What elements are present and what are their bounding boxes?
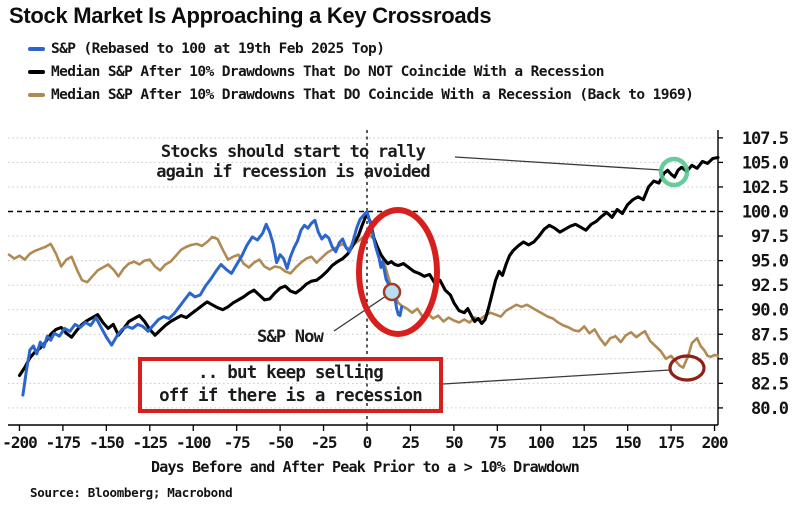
legend-label: Median S&P After 10% Drawdowns That Do N…: [51, 63, 604, 80]
legend-item-sp: S&P (Rebased to 100 at 19th Feb 2025 Top…: [28, 37, 693, 60]
x-tick-label: -25: [311, 433, 337, 452]
legend-swatch-tan: [28, 92, 45, 97]
x-tick-label: 150: [615, 433, 641, 452]
legend-swatch-black: [28, 69, 45, 74]
source-text: Source: Bloomberg; Macrobond: [30, 485, 233, 500]
recession-pointer-line: [442, 369, 671, 385]
annotation-recession-box: .. but keep selling off if there is a re…: [138, 357, 443, 413]
y-tick-label: 92.5: [751, 276, 789, 296]
x-tick-label: -125: [133, 433, 168, 452]
x-tick-label: 175: [658, 433, 684, 452]
x-tick-label: -50: [267, 433, 293, 452]
legend-item-no-recession: Median S&P After 10% Drawdowns That Do N…: [28, 60, 693, 83]
annotation-rally-line1: Stocks should start to rally: [160, 142, 426, 162]
x-tick-label: 0: [363, 433, 372, 452]
x-tick-label: 200: [702, 433, 728, 452]
series-line: [21, 210, 404, 397]
x-tick-label: -200: [2, 433, 37, 452]
sp-now-marker: [382, 282, 402, 302]
y-tick-label: 82.5: [751, 374, 789, 394]
chart-legend: S&P (Rebased to 100 at 19th Feb 2025 Top…: [28, 37, 694, 106]
rally-pointer-line: [454, 156, 662, 171]
annotation-rally-line2: again if recession is avoided: [156, 162, 430, 182]
legend-swatch-blue: [28, 46, 45, 51]
y-tick-label: 105.0: [742, 153, 789, 173]
y-tick-label: 100.0: [742, 203, 789, 223]
x-tick-label: -100: [176, 433, 211, 452]
y-tick-label: 87.5: [751, 325, 789, 345]
legend-label: S&P (Rebased to 100 at 19th Feb 2025 Top…: [51, 40, 385, 57]
series-line: [17, 155, 720, 378]
sp-now-pointer-line: [333, 295, 387, 332]
line-chart: -200 -175 -150 -125 -100 -75 -50 -25 0 25 50 75 100 1…: [2, 129, 790, 476]
x-tick-label: 50: [445, 433, 463, 452]
x-tick-label: 100: [528, 433, 554, 452]
y-tick-label: 97.5: [751, 227, 789, 247]
page-title: Stock Market Is Approaching a Key Crossr…: [9, 3, 492, 28]
annotation-recession-line1: .. but keep selling: [198, 363, 384, 383]
x-tick-label: 25: [402, 433, 420, 452]
y-tick-label: 90.0: [751, 301, 789, 321]
x-tick-label: -75: [224, 433, 250, 452]
dark-red-ellipse-highlight: [668, 354, 706, 382]
legend-item-recession: Median S&P After 10% Drawdowns That DO C…: [28, 83, 694, 106]
green-circle-highlight: [658, 156, 690, 188]
annotation-sp-now-label: S&P Now: [256, 327, 324, 347]
red-ellipse-highlight: [356, 207, 440, 337]
x-tick-label: -150: [89, 433, 124, 452]
legend-label: Median S&P After 10% Drawdowns That DO C…: [51, 86, 694, 103]
annotation-rally-text: Stocks should start to rally again if re…: [156, 142, 430, 182]
y-tick-label: 85.0: [751, 350, 789, 370]
x-tick-label: 125: [571, 433, 597, 452]
x-tick-label: 75: [489, 433, 507, 452]
annotation-recession-line2: off if there is a recession: [159, 386, 423, 406]
y-tick-label: 95.0: [751, 252, 789, 272]
x-axis-title: Days Before and After Peak Prior to a > …: [151, 458, 579, 476]
y-tick-label: 102.5: [742, 178, 789, 198]
y-tick-label: 107.5: [742, 129, 789, 149]
x-tick-label: -175: [46, 433, 81, 452]
y-tick-label: 80.0: [751, 399, 789, 419]
